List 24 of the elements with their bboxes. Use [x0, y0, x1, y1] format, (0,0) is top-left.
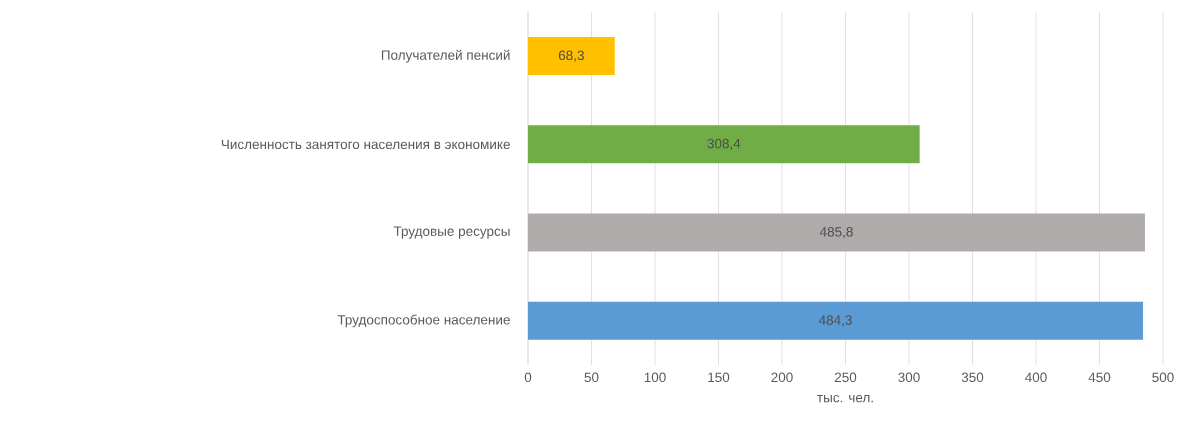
x-tick-label: 150 [708, 372, 730, 383]
x-tick-label: 50 [584, 372, 599, 383]
x-tick-label: 250 [834, 372, 857, 383]
bar [528, 125, 920, 164]
x-tick-label: 200 [771, 372, 793, 383]
x-tick-label: 0 [524, 372, 532, 383]
x-axis-title: тыс. чел. [817, 394, 873, 403]
bar [528, 213, 1145, 252]
y-tick-label: Численность занятого населения в экономике [221, 139, 510, 150]
x-tick-label: 100 [644, 372, 666, 383]
bar [528, 37, 615, 76]
y-tick-label: Трудовые ресурсы [393, 226, 510, 239]
y-tick-label: Получателей пенсий [381, 49, 510, 63]
x-tick-label: 450 [1088, 372, 1111, 383]
data-label: 485,8 [819, 227, 853, 239]
bar [528, 301, 1144, 340]
data-label: 308,4 [707, 138, 741, 150]
x-tick-label: 350 [961, 372, 984, 383]
x-tick-label: 300 [898, 372, 920, 383]
x-tick-label: 400 [1025, 372, 1047, 383]
data-label: 484,3 [818, 315, 852, 327]
y-tick-label: Трудоспособное население [337, 314, 510, 328]
data-label: 68,3 [558, 50, 584, 62]
x-tick-label: 500 [1152, 372, 1174, 383]
